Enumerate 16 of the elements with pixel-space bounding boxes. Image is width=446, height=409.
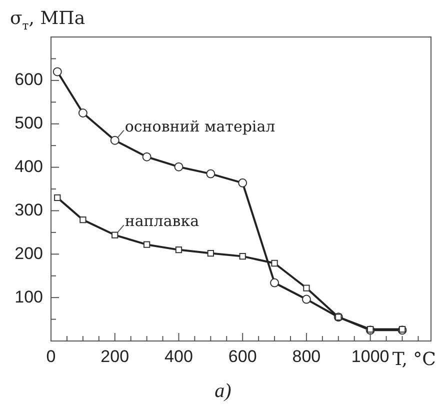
x-tick-label: 1000 (351, 346, 390, 366)
x-tick-label: 800 (292, 346, 321, 366)
series-label: наплавка (124, 212, 200, 230)
text: a) (214, 380, 232, 403)
x-tick-label: 600 (228, 346, 257, 366)
x-tick-label: 0 (46, 346, 56, 366)
y-tick-label: 400 (14, 156, 43, 176)
y-tick-label: 300 (14, 200, 43, 220)
y-tick-label: 600 (14, 70, 43, 90)
x-tick-label: 400 (164, 346, 193, 366)
y-tick-label: 500 (14, 114, 43, 133)
x-axis-title: T, °C (392, 349, 436, 370)
series-label: основний матеріал (124, 117, 276, 136)
y-tick-label: 200 (14, 244, 43, 263)
y-tick-label: 100 (14, 287, 43, 306)
x-tick-label: 200 (100, 346, 130, 366)
